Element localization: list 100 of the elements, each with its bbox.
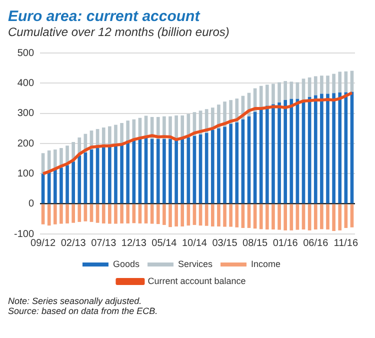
bar [229,204,232,227]
bar [284,81,288,100]
bar [223,126,226,204]
bar [204,132,208,204]
bar [192,136,196,204]
y-tick-label: -100 [14,228,34,240]
bar [120,204,124,224]
bar [290,204,294,230]
y-tick-label: 200 [17,138,34,150]
bar [47,204,51,226]
bar [308,77,312,98]
y-tick-label: 300 [17,108,34,120]
bar [314,204,318,230]
bar [90,150,94,204]
bar [247,116,251,204]
bar [290,82,294,99]
bar [217,128,220,204]
bar [180,115,184,139]
bar [108,204,112,224]
bar [162,204,166,225]
bar [326,204,330,230]
bar [84,152,88,204]
bar [60,204,63,224]
x-tick-label: 10/14 [182,238,208,249]
bar [174,115,178,139]
bar [102,204,106,224]
source-note: Source: based on data from the ECB. [8,306,159,316]
bar [132,204,136,224]
bar [259,86,263,109]
y-tick-label: 500 [17,48,34,59]
bar [241,204,245,228]
bar [266,84,269,106]
bar [114,124,118,146]
bar [96,148,100,204]
bar [114,204,118,224]
bar [272,84,275,104]
bar [241,119,245,204]
bar [253,112,257,204]
bar [278,102,281,204]
bar [78,156,82,204]
bar [302,204,306,230]
bar [210,130,214,204]
bar [272,204,275,230]
bar [223,204,226,227]
bar [272,104,275,204]
bar [120,144,124,204]
bar [266,106,269,204]
bar [60,168,63,204]
bar [47,172,51,204]
bar [210,204,214,226]
x-tick-label: 12/13 [121,238,147,249]
x-tick-label: 01/16 [272,238,298,249]
bar [90,204,94,222]
bar [259,204,263,230]
bar [296,204,300,230]
legend-label: Services [178,258,214,269]
x-tick-label: 06/16 [303,238,329,249]
bar [326,94,330,204]
bar [168,204,172,228]
bar [235,204,239,228]
bar [96,204,100,223]
bar [259,108,263,204]
bar [308,204,312,230]
legend-label: Current account balance [148,276,246,286]
bar [186,204,190,226]
bar [266,204,269,230]
bar [344,204,348,228]
bar [150,138,154,204]
x-tick-label: 03/15 [212,238,238,249]
x-tick-label: 05/14 [152,238,178,249]
y-tick-label: 100 [17,168,34,180]
bar [41,204,45,224]
bar [344,92,348,204]
bar [320,94,324,204]
bar [284,204,288,230]
bar [278,82,281,102]
chart-title: Euro area: current account [8,8,202,25]
bar [72,204,75,223]
bar [296,82,300,99]
bar [284,100,288,204]
bar [53,169,57,204]
bar [338,72,342,93]
bar [320,76,324,94]
bar [72,162,75,204]
x-tick-label: 09/12 [30,238,56,249]
bar [102,147,106,204]
bar [132,140,136,204]
bar [126,204,130,224]
text: Note: Series seasonally adjusted. [8,296,143,306]
x-tick-label: 02/13 [60,238,86,249]
bar [114,145,118,204]
x-tick-label: 11/16 [334,238,358,249]
bar [217,204,220,226]
bar [320,204,324,230]
bar [132,119,136,140]
legend-label: Goods [112,258,140,269]
bar [144,204,148,224]
bar [53,150,57,170]
legend-label: Income [251,258,281,269]
bar [66,204,69,224]
